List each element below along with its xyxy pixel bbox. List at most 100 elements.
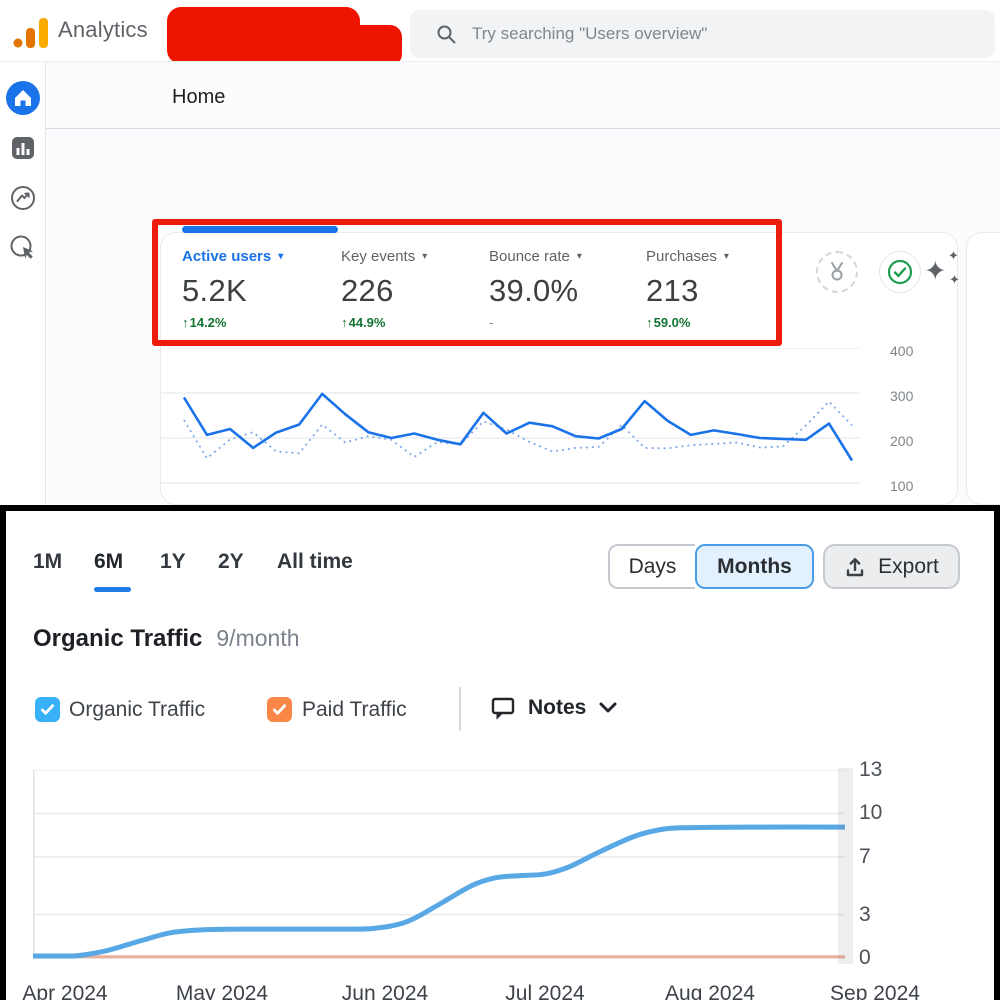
- metric-label: Active users: [182, 248, 272, 265]
- metric-delta: ↑ 14.2%: [182, 315, 227, 330]
- header-divider: [0, 61, 1000, 62]
- metric-active-users: Active users ▾ 5.2K ↑ 14.2%: [182, 248, 332, 338]
- range-tab-all-time[interactable]: All time: [277, 550, 353, 573]
- metric-key-events: Key events ▾ 226 ↑ 44.9%: [341, 248, 491, 338]
- range-tab-6m[interactable]: 6M: [94, 550, 124, 573]
- seo-y-tick-label: 13: [859, 758, 883, 781]
- range-tab-2y[interactable]: 2Y: [218, 550, 244, 573]
- sparkle-icon: ✦: [949, 272, 960, 287]
- active-metric-tab-indicator: [182, 226, 338, 233]
- sidebar-item-home[interactable]: [5, 80, 41, 116]
- paid-traffic-legend-label[interactable]: Paid Traffic: [302, 698, 407, 721]
- ga-series-previous-period: [183, 400, 853, 460]
- seo-x-tick-label: Sep 2024: [830, 982, 920, 1000]
- active-range-underline: [94, 587, 131, 592]
- seo-x-tick-label: May 2024: [175, 982, 269, 1000]
- bar-chart-icon: [12, 137, 34, 159]
- range-tab-1y[interactable]: 1Y: [160, 550, 186, 573]
- ga-y-tick-label: 400: [890, 343, 914, 359]
- up-arrow-icon: ↑: [182, 315, 190, 330]
- metric-delta: ↑ 44.9%: [341, 315, 386, 330]
- granularity-days-button[interactable]: Days: [608, 544, 695, 589]
- ga-y-tick-label: 200: [890, 433, 914, 449]
- latest-period-band: [838, 768, 853, 964]
- export-button[interactable]: Export: [823, 544, 960, 589]
- organic-traffic-line: [33, 824, 845, 959]
- organic-traffic-checkbox[interactable]: [35, 697, 60, 722]
- export-upload-icon: [846, 557, 864, 576]
- legend-divider: [459, 687, 461, 731]
- notes-label: Notes: [528, 696, 587, 719]
- chart-title-row: Organic Traffic 9/month: [33, 625, 300, 653]
- metric-label: Purchases: [646, 248, 717, 265]
- insights-button[interactable]: ✦ ✦ ✦: [924, 248, 964, 294]
- check-circle-icon: [887, 259, 913, 285]
- dropdown-caret-icon: ▾: [422, 251, 428, 262]
- metric-bounce-rate: Bounce rate ▾ 39.0% -: [489, 248, 639, 338]
- benchmarking-button[interactable]: [816, 251, 858, 293]
- app-title: Analytics: [58, 17, 148, 42]
- ga-side-card-partial: [966, 232, 1000, 505]
- metric-value: 5.2K: [182, 273, 247, 308]
- metric-delta: -: [489, 315, 494, 330]
- checkmark-icon: [40, 704, 55, 715]
- metric-dropdown[interactable]: Key events ▾: [341, 248, 491, 265]
- ad-cursor-icon: [10, 235, 33, 259]
- seo-panel: 1M 6M 1Y 2Y All time Days Months Export …: [0, 505, 1000, 1000]
- metric-dropdown[interactable]: Bounce rate ▾: [489, 248, 639, 265]
- metric-value: 39.0%: [489, 273, 579, 308]
- data-quality-button[interactable]: [879, 251, 921, 293]
- metric-purchases: Purchases ▾ 213 ↑ 59.0%: [646, 248, 796, 338]
- page-title: Home: [172, 86, 226, 108]
- seo-x-tick-label: Aug 2024: [665, 982, 755, 1000]
- annotation-highlight-box: [152, 219, 782, 346]
- seo-y-tick-label: 7: [859, 844, 871, 868]
- metric-label: Bounce rate: [489, 248, 570, 265]
- metric-dropdown[interactable]: Purchases ▾: [646, 248, 796, 265]
- range-tab-1m[interactable]: 1M: [33, 550, 63, 573]
- search-icon: [437, 25, 456, 44]
- ga-y-tick-label: 100: [890, 478, 914, 494]
- dropdown-caret-icon: ▾: [576, 251, 582, 262]
- sidebar-item-reports[interactable]: [5, 130, 41, 166]
- seo-y-tick-label: 10: [859, 801, 883, 825]
- search-input[interactable]: [472, 24, 912, 44]
- dropdown-caret-icon: ▾: [723, 251, 729, 262]
- up-arrow-icon: ↑: [646, 315, 654, 330]
- export-label: Export: [878, 554, 939, 578]
- seo-x-tick-label: Apr 2024: [22, 982, 108, 1000]
- up-arrow-icon: ↑: [341, 315, 349, 330]
- chevron-down-icon: [599, 702, 617, 713]
- notes-bubble-icon: [491, 697, 515, 720]
- sparkle-icon: ✦: [924, 256, 947, 286]
- seo-y-tick-label: 3: [859, 902, 871, 926]
- paid-traffic-checkbox[interactable]: [267, 697, 292, 722]
- sidebar-item-explore[interactable]: [5, 180, 41, 216]
- analytics-logo-icon: [13, 18, 48, 48]
- sidebar-item-advertising[interactable]: [5, 230, 41, 266]
- seo-y-tick-label: 0: [859, 946, 871, 969]
- seo-x-tick-label: Jun 2024: [341, 982, 429, 1000]
- search-bar[interactable]: [410, 10, 995, 58]
- page-divider: [46, 128, 1000, 129]
- seo-x-tick-label: Jul 2024: [505, 982, 585, 1000]
- notes-dropdown[interactable]: Notes: [490, 695, 618, 721]
- dropdown-caret-icon: ▾: [278, 251, 284, 262]
- metric-dropdown[interactable]: Active users ▾: [182, 248, 332, 265]
- ga-sidebar: [0, 62, 46, 505]
- home-icon: [6, 81, 40, 115]
- medal-icon: [831, 262, 843, 281]
- granularity-months-button[interactable]: Months: [695, 544, 814, 589]
- checkmark-icon: [272, 704, 287, 715]
- metric-value: 213: [646, 273, 699, 308]
- organic-traffic-legend-label[interactable]: Organic Traffic: [69, 698, 206, 721]
- metric-value: 226: [341, 273, 394, 308]
- explore-icon: [11, 186, 35, 210]
- active-users-trend-chart: [160, 348, 860, 484]
- ga-header: Analytics: [0, 0, 1000, 66]
- chart-subtitle: 9/month: [216, 625, 300, 651]
- sparkle-icon: ✦: [948, 248, 959, 263]
- metric-label: Key events: [341, 248, 416, 265]
- metric-delta: ↑ 59.0%: [646, 315, 691, 330]
- ga-y-tick-label: 300: [890, 388, 914, 404]
